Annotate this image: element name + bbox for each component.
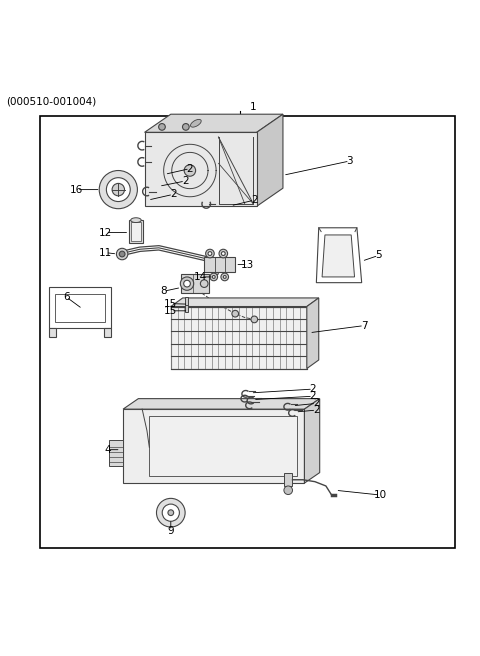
Circle shape	[232, 310, 239, 317]
Bar	[144, 133, 257, 206]
Circle shape	[208, 252, 212, 255]
Text: 11: 11	[99, 247, 112, 258]
Text: 15: 15	[164, 298, 178, 309]
Circle shape	[200, 280, 208, 287]
Text: 4: 4	[104, 445, 111, 455]
Bar	[49, 287, 111, 328]
Bar	[284, 473, 292, 487]
Text: 5: 5	[375, 251, 382, 260]
Circle shape	[112, 184, 124, 195]
Polygon shape	[304, 399, 320, 483]
Text: 6: 6	[63, 292, 70, 302]
Text: 2: 2	[313, 405, 320, 415]
Bar	[129, 220, 143, 243]
Bar	[185, 297, 189, 305]
Circle shape	[251, 316, 258, 323]
Circle shape	[119, 251, 125, 257]
Text: 2: 2	[251, 195, 258, 205]
Bar	[131, 222, 141, 241]
Polygon shape	[307, 298, 319, 369]
Circle shape	[107, 178, 130, 201]
Circle shape	[221, 252, 225, 255]
Bar	[171, 306, 307, 369]
Text: 8: 8	[160, 286, 167, 297]
Text: 2: 2	[170, 190, 177, 199]
Circle shape	[219, 249, 228, 258]
Text: 13: 13	[241, 260, 254, 270]
Circle shape	[162, 504, 180, 522]
Text: 12: 12	[99, 228, 112, 237]
Bar	[185, 304, 189, 312]
Bar	[181, 274, 209, 293]
Polygon shape	[144, 114, 283, 133]
Circle shape	[212, 276, 215, 278]
Bar	[204, 257, 235, 272]
Circle shape	[182, 123, 189, 131]
Bar	[39, 115, 455, 548]
Polygon shape	[123, 399, 320, 409]
Circle shape	[221, 273, 228, 281]
Ellipse shape	[191, 119, 201, 127]
Circle shape	[156, 499, 185, 527]
Circle shape	[116, 249, 128, 260]
Circle shape	[180, 277, 194, 291]
Text: 14: 14	[194, 272, 207, 282]
Text: 2: 2	[310, 391, 316, 401]
Bar	[149, 417, 297, 476]
Circle shape	[284, 486, 292, 495]
Circle shape	[205, 249, 214, 258]
Bar	[123, 409, 304, 483]
Text: 1: 1	[250, 102, 256, 112]
Text: 2: 2	[313, 398, 320, 409]
Text: 7: 7	[361, 321, 367, 331]
Text: 10: 10	[374, 490, 387, 500]
Text: 15: 15	[164, 306, 178, 316]
Bar	[55, 294, 105, 322]
Text: 2: 2	[182, 176, 189, 186]
Text: 16: 16	[70, 184, 84, 195]
Polygon shape	[49, 328, 56, 337]
Polygon shape	[257, 114, 283, 206]
Circle shape	[168, 510, 174, 516]
Polygon shape	[322, 235, 355, 277]
Circle shape	[223, 276, 226, 278]
Circle shape	[184, 165, 196, 176]
Polygon shape	[104, 328, 111, 337]
Circle shape	[158, 123, 165, 131]
Circle shape	[184, 280, 191, 287]
Text: 2: 2	[187, 163, 193, 174]
Text: (000510-001004): (000510-001004)	[6, 96, 96, 106]
Text: 3: 3	[347, 156, 353, 166]
Text: 9: 9	[168, 526, 174, 536]
Ellipse shape	[131, 218, 141, 222]
Bar	[109, 440, 123, 466]
Circle shape	[99, 171, 137, 209]
Text: 2: 2	[310, 384, 316, 394]
Circle shape	[210, 273, 217, 281]
Polygon shape	[316, 228, 362, 283]
Polygon shape	[171, 298, 319, 306]
